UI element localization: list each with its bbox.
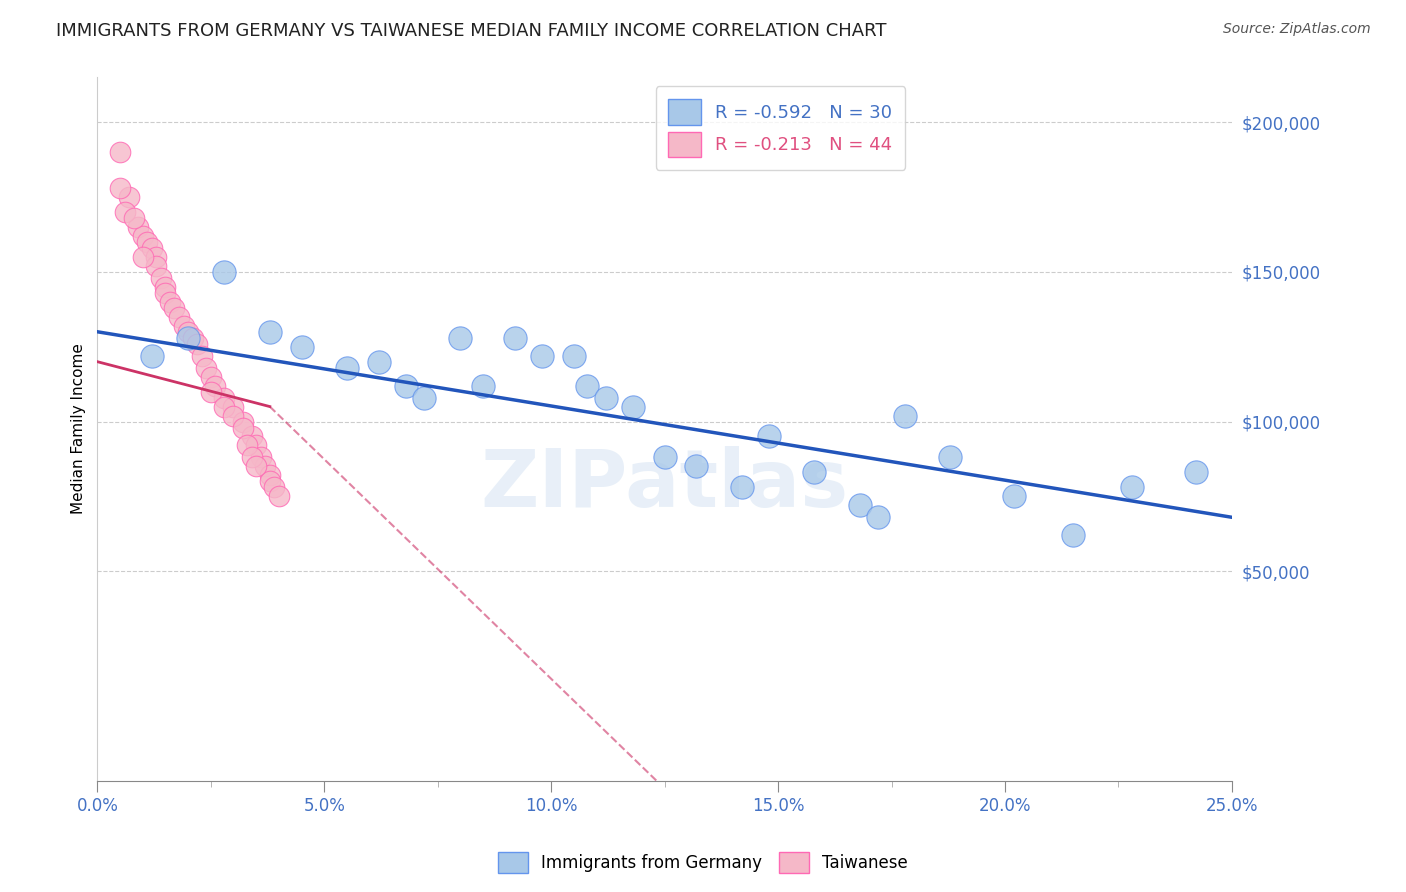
Point — [803, 466, 825, 480]
Point — [263, 480, 285, 494]
Point — [200, 369, 222, 384]
Text: ZIPatlas: ZIPatlas — [481, 446, 849, 524]
Point — [1184, 466, 1206, 480]
Point — [167, 310, 190, 324]
Point — [267, 489, 290, 503]
Point — [654, 450, 676, 465]
Point — [621, 400, 644, 414]
Point — [222, 400, 245, 414]
Point — [181, 331, 204, 345]
Point — [177, 325, 200, 339]
Point — [155, 285, 177, 300]
Point — [866, 510, 889, 524]
Point — [562, 349, 585, 363]
Point — [145, 250, 167, 264]
Point — [236, 438, 259, 452]
Point — [204, 378, 226, 392]
Point — [122, 211, 145, 225]
Legend: Immigrants from Germany, Taiwanese: Immigrants from Germany, Taiwanese — [491, 846, 915, 880]
Point — [731, 480, 754, 494]
Point — [222, 409, 245, 423]
Point — [449, 331, 471, 345]
Point — [259, 325, 281, 339]
Point — [232, 415, 254, 429]
Text: Source: ZipAtlas.com: Source: ZipAtlas.com — [1223, 22, 1371, 37]
Point — [200, 384, 222, 399]
Text: IMMIGRANTS FROM GERMANY VS TAIWANESE MEDIAN FAMILY INCOME CORRELATION CHART: IMMIGRANTS FROM GERMANY VS TAIWANESE MED… — [56, 22, 887, 40]
Point — [159, 294, 181, 309]
Point — [232, 420, 254, 434]
Point — [472, 378, 495, 392]
Point — [114, 205, 136, 219]
Point — [848, 498, 870, 512]
Point — [503, 331, 526, 345]
Point — [214, 265, 236, 279]
Point — [118, 190, 141, 204]
Point — [195, 360, 218, 375]
Point — [413, 391, 436, 405]
Point — [240, 450, 263, 465]
Point — [1121, 480, 1143, 494]
Point — [155, 280, 177, 294]
Point — [1002, 489, 1025, 503]
Y-axis label: Median Family Income: Median Family Income — [72, 343, 86, 515]
Point — [595, 391, 617, 405]
Point — [254, 459, 277, 474]
Point — [1062, 528, 1084, 542]
Point — [149, 271, 172, 285]
Point — [136, 235, 159, 249]
Point — [163, 301, 186, 315]
Point — [249, 450, 271, 465]
Point — [127, 220, 149, 235]
Point — [132, 229, 155, 244]
Legend: R = -0.592   N = 30, R = -0.213   N = 44: R = -0.592 N = 30, R = -0.213 N = 44 — [655, 87, 905, 170]
Point — [367, 354, 389, 368]
Point — [245, 459, 267, 474]
Point — [685, 459, 707, 474]
Point — [939, 450, 962, 465]
Point — [245, 438, 267, 452]
Point — [240, 429, 263, 443]
Point — [259, 468, 281, 483]
Point — [395, 378, 418, 392]
Point — [145, 259, 167, 273]
Point — [214, 400, 236, 414]
Point — [132, 250, 155, 264]
Point — [108, 145, 131, 160]
Point — [758, 429, 780, 443]
Point — [214, 391, 236, 405]
Point — [141, 241, 163, 255]
Point — [108, 181, 131, 195]
Point — [894, 409, 917, 423]
Point — [186, 336, 208, 351]
Point — [336, 360, 359, 375]
Point — [290, 340, 312, 354]
Point — [531, 349, 554, 363]
Point — [190, 349, 212, 363]
Point — [173, 318, 195, 333]
Point — [259, 475, 281, 489]
Point — [141, 349, 163, 363]
Point — [576, 378, 599, 392]
Point — [177, 331, 200, 345]
